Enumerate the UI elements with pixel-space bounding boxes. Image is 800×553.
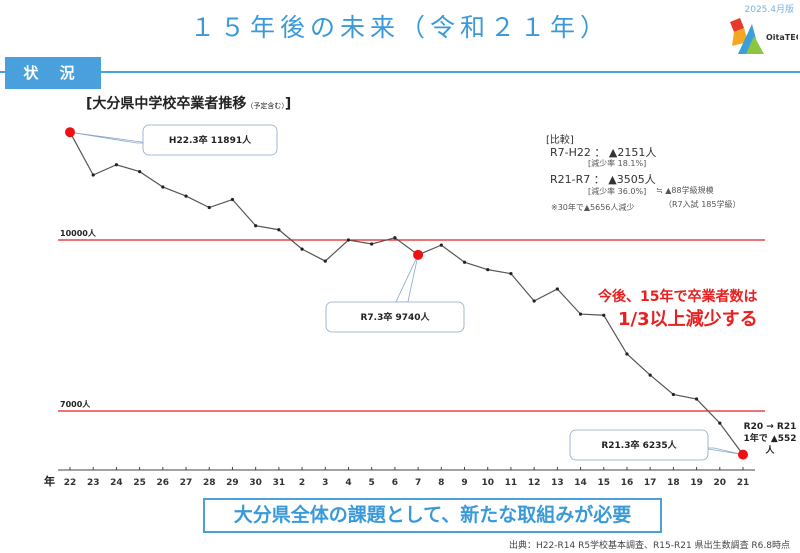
data-point xyxy=(370,242,374,246)
chart-title-text: 大分県中学校卒業者推移 xyxy=(92,96,247,112)
source-note: 出典：H22-R14 R5学校基本調査、R15-R21 県出生数調査 R6.8時… xyxy=(509,541,790,551)
x-tick-label: 29 xyxy=(226,478,239,488)
svg-text:OitaTEC: OitaTEC xyxy=(766,33,798,42)
reference-label-10000: 10000人 xyxy=(60,228,97,238)
x-tick-label: 9 xyxy=(461,478,467,488)
x-tick-label: 12 xyxy=(528,478,541,488)
x-tick-label: 20 xyxy=(714,478,727,488)
x-tick-label: 25 xyxy=(133,478,146,488)
x-tick-label: 28 xyxy=(203,478,216,488)
data-point xyxy=(625,352,629,356)
data-point xyxy=(555,287,559,291)
x-tick-label: 27 xyxy=(180,478,193,488)
data-point xyxy=(184,194,188,198)
callout-label: R7.3卒 9740人 xyxy=(360,311,430,323)
oitatec-logo: OitaTEC xyxy=(724,16,798,56)
data-point xyxy=(532,299,536,303)
callout-pointer xyxy=(395,254,419,303)
callout-label: R21.3卒 6235人 xyxy=(601,439,677,451)
x-tick-label: 31 xyxy=(273,478,286,488)
series-line xyxy=(69,131,744,455)
data-point xyxy=(509,272,513,276)
data-point xyxy=(323,259,327,263)
x-tick-label: 18 xyxy=(667,478,680,488)
callout-box xyxy=(569,429,709,461)
chart-title-note: （予定含む） xyxy=(246,102,285,110)
comparison-row2-equiv-note: （R7入試 185学級） xyxy=(664,200,741,209)
r20-r21-note: R20 → R21 1年で ▲552人 xyxy=(740,421,800,457)
data-point xyxy=(718,421,722,425)
callout-pointer xyxy=(69,131,150,144)
highlight-point xyxy=(413,249,424,260)
x-axis-label: 年 xyxy=(44,474,55,488)
r20-r21-decrease: 1年で ▲552人 xyxy=(743,434,797,456)
data-point xyxy=(602,313,606,317)
page-title: １５年後の未来（令和２１年） xyxy=(189,13,610,42)
x-tick-label: 6 xyxy=(392,478,398,488)
x-tick-label: 17 xyxy=(644,478,657,488)
forecast-line1: 今後、15年で卒業者数は xyxy=(598,289,758,305)
data-point xyxy=(161,185,165,189)
comparison-row1-rate: [減少率 18.1%] xyxy=(588,159,647,168)
x-tick-label: 5 xyxy=(369,478,375,488)
x-tick-label: 2 xyxy=(299,478,305,488)
data-point xyxy=(648,373,652,377)
data-point xyxy=(114,163,119,167)
data-point xyxy=(207,205,211,210)
comparison-row1: R7-H22 ： ▲2151人 xyxy=(550,146,657,159)
data-point xyxy=(578,312,583,316)
x-tick-label: 3 xyxy=(322,478,328,488)
callout-label: H22.3卒 11891人 xyxy=(169,134,252,146)
chart-title: [大分県中学校卒業者推移（予定含む）] xyxy=(86,96,292,112)
data-point xyxy=(91,173,95,177)
conclusion-box: 大分県全体の課題として、新たな取組みが必要 xyxy=(203,498,662,533)
data-point xyxy=(671,392,675,397)
comparison-heading: [比較] xyxy=(546,135,574,146)
data-point xyxy=(254,224,258,228)
data-point xyxy=(300,247,304,251)
x-tick-label: 13 xyxy=(551,478,564,488)
r20-r21-label: R20 → R21 xyxy=(743,422,797,432)
x-tick-label: 16 xyxy=(621,478,634,488)
data-point xyxy=(230,197,235,202)
data-point xyxy=(462,260,467,264)
x-tick-label: 19 xyxy=(690,478,703,488)
x-tick-label: 15 xyxy=(597,478,610,488)
comparison-row2-equiv: ≒ ▲88学級規模 xyxy=(656,186,714,195)
data-point xyxy=(277,228,281,232)
comparison-row2: R21-R7 ： ▲3505人 xyxy=(550,173,656,186)
x-tick-label: 14 xyxy=(574,478,587,488)
callout-box xyxy=(325,301,465,333)
comparison-row2-rate: [減少率 36.0%] xyxy=(588,187,647,196)
section-label: 状 況 xyxy=(5,57,101,89)
x-tick-label: 23 xyxy=(87,478,100,488)
highlight-point xyxy=(65,127,75,138)
header-rule xyxy=(0,71,800,73)
reference-label-7000: 7000人 xyxy=(60,399,91,409)
data-point xyxy=(486,268,490,272)
data-point xyxy=(393,236,397,240)
x-tick-label: 26 xyxy=(157,478,170,488)
x-tick-label: 11 xyxy=(505,478,518,488)
x-tick-label: 24 xyxy=(110,478,123,488)
x-tick-label: 8 xyxy=(438,478,444,488)
x-tick-label: 22 xyxy=(64,478,77,488)
edition-label: 2025.4月版 xyxy=(744,5,795,15)
forecast-line2: 1/3以上減少する xyxy=(618,309,758,330)
x-tick-label: 4 xyxy=(345,478,351,488)
data-point xyxy=(694,397,699,401)
comparison-note: ※30年で▲5656人減少 xyxy=(551,203,635,212)
callout-box xyxy=(142,124,278,156)
data-point xyxy=(138,170,142,174)
data-point xyxy=(439,243,443,247)
data-point xyxy=(346,238,351,242)
x-tick-label: 21 xyxy=(737,478,750,488)
highlight-point xyxy=(738,449,748,460)
x-tick-label: 10 xyxy=(481,478,494,488)
x-tick-label: 30 xyxy=(249,478,262,488)
x-tick-label: 7 xyxy=(415,478,421,488)
